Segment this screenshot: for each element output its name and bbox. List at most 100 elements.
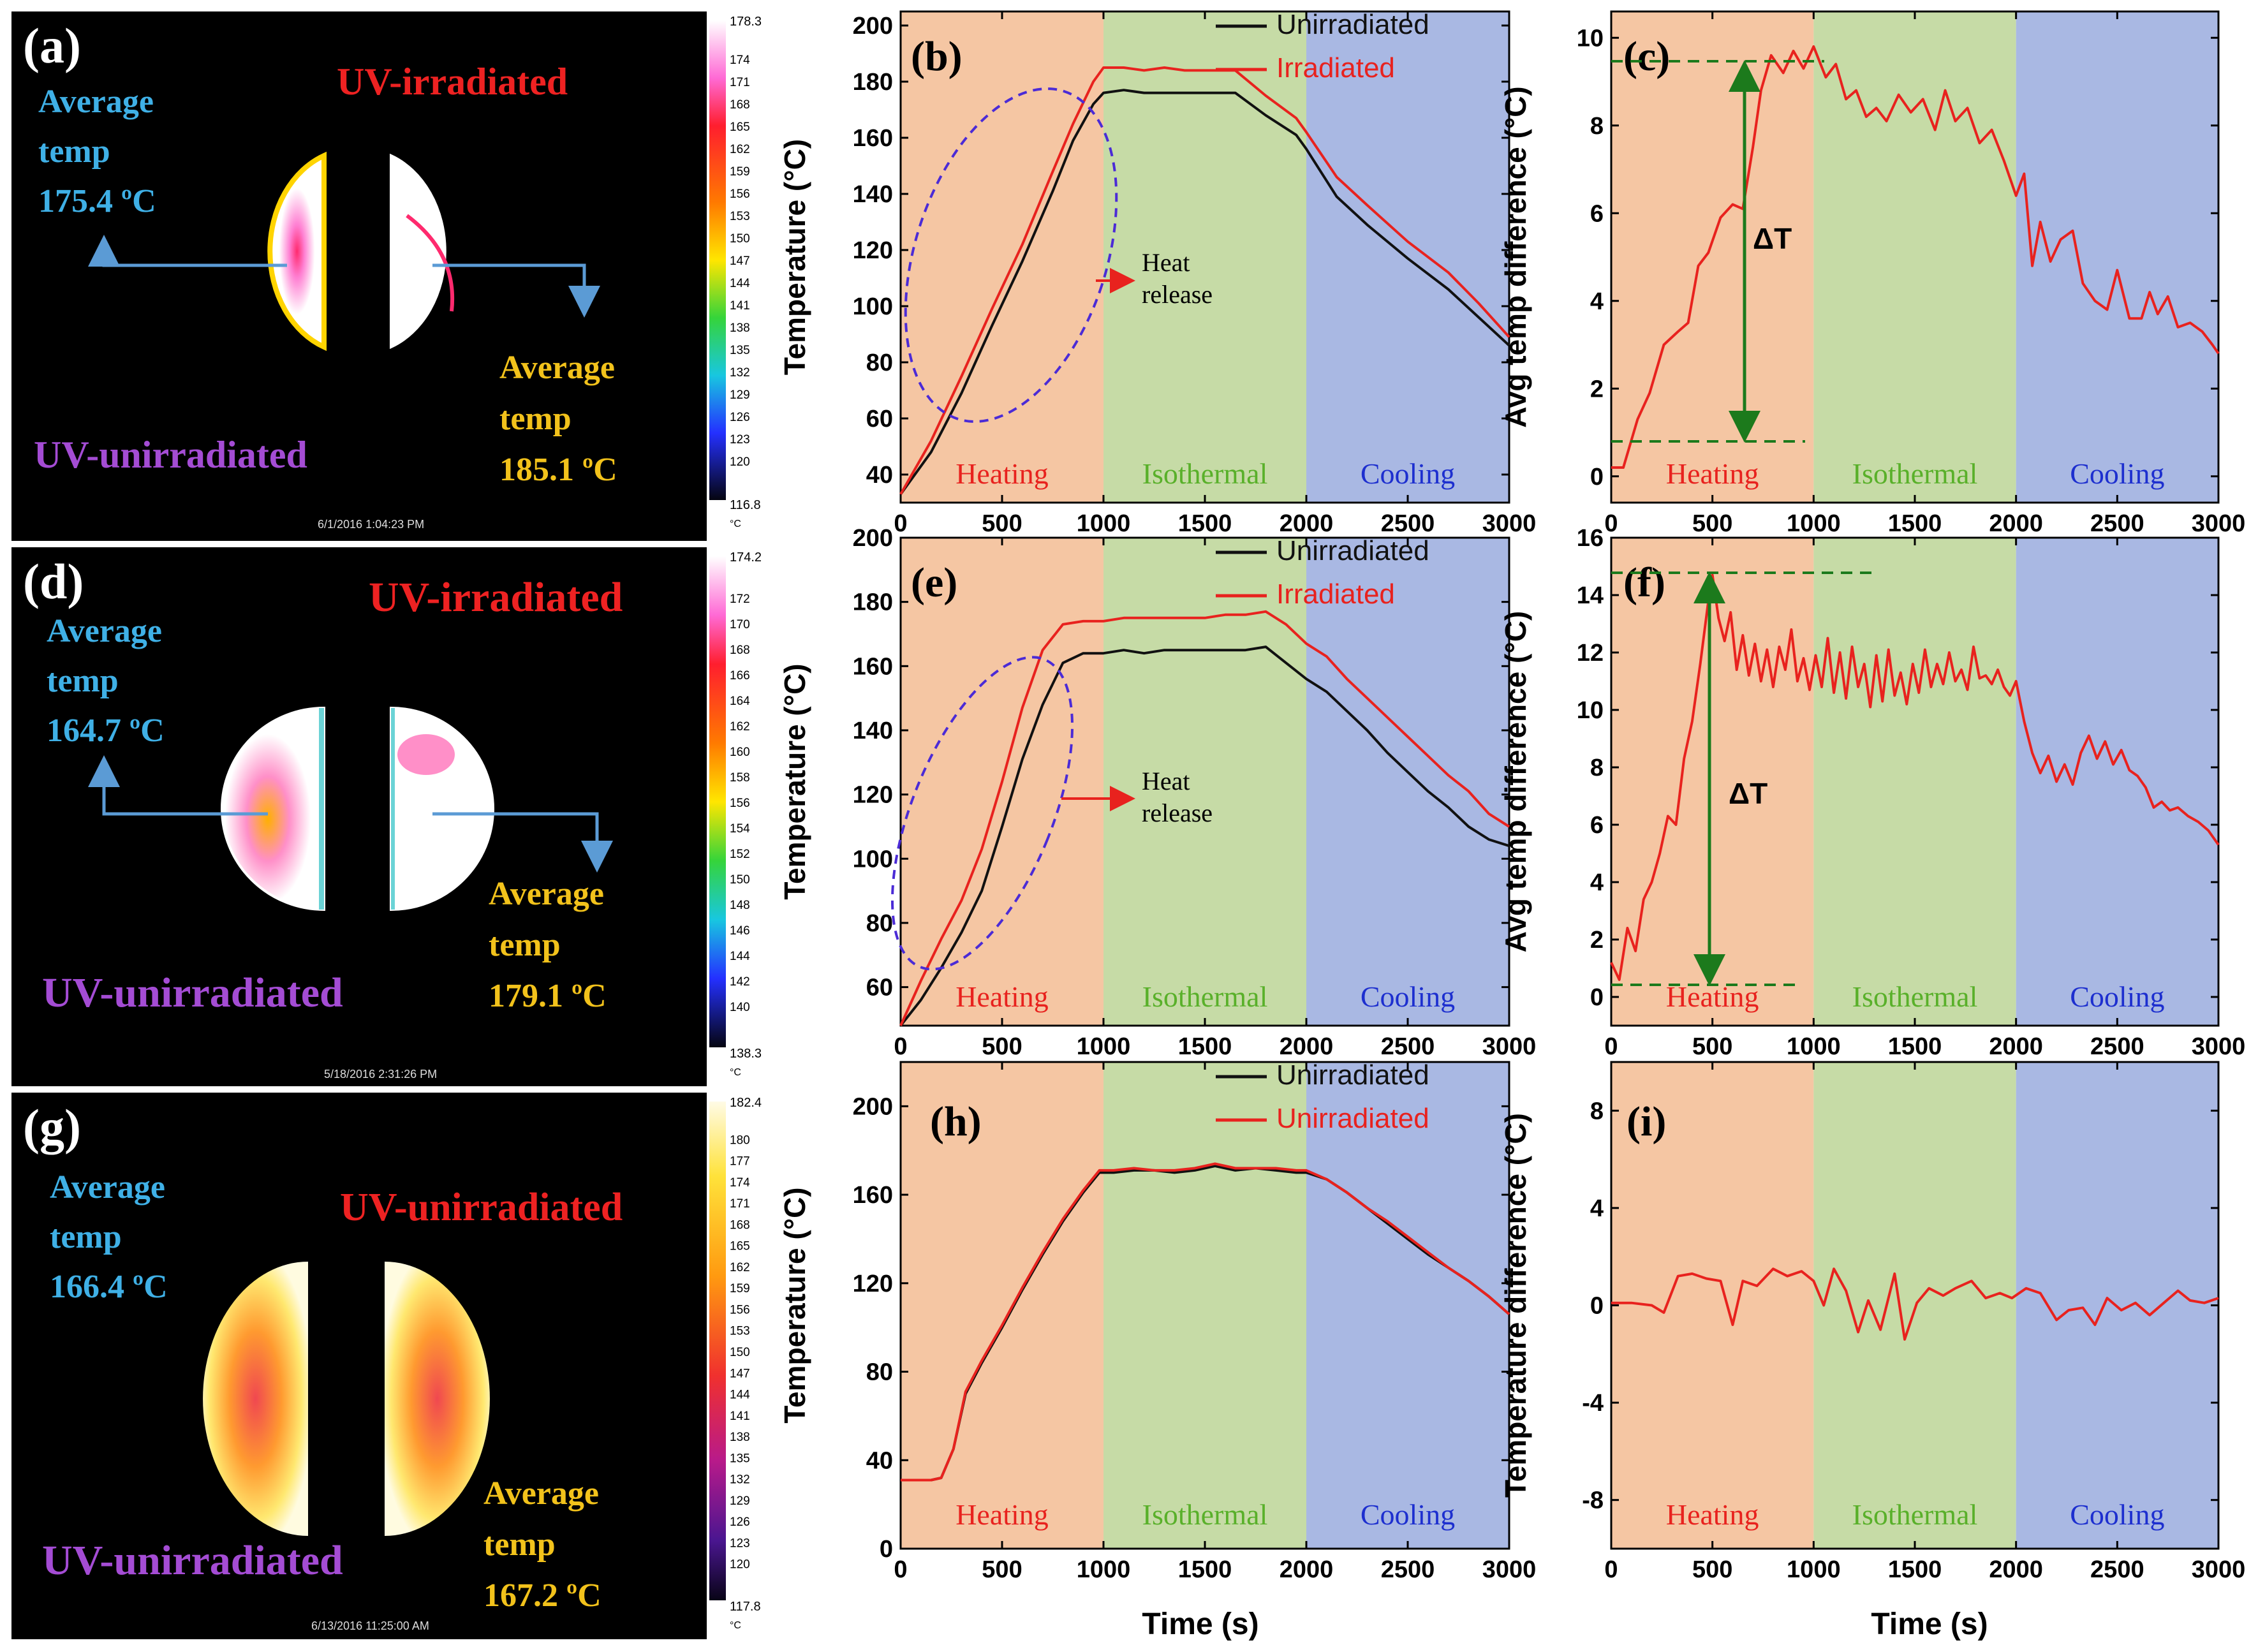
scale-tick-label: 162	[730, 720, 750, 734]
heat-release-label: release	[1142, 280, 1213, 309]
x-tick-label: 2500	[2090, 1033, 2144, 1060]
x-axis-title-right: Time (s)	[1871, 1607, 1988, 1641]
scale-tick-label: 158	[730, 771, 750, 785]
thermal-image-g	[11, 1093, 707, 1639]
scale-tick-label: 147	[730, 1367, 750, 1380]
x-tick-label: 1000	[1077, 1033, 1131, 1060]
y-tick-label: 10	[1577, 25, 1604, 52]
scale-tick-label: 165	[730, 121, 750, 134]
scale-tick-label: 144	[730, 1389, 750, 1402]
chart-panel-b: Heating Isothermal Cooling 0 500 1000 1500 2000…	[778, 9, 1536, 537]
y-tick-label: 160	[853, 653, 893, 680]
phase-label-cooling: Cooling	[1361, 457, 1455, 490]
legend-entry: Irradiated	[1276, 52, 1395, 84]
scale-tick-label: 129	[730, 388, 750, 402]
x-tick-label: 500	[982, 1033, 1022, 1060]
y-tick-label: 120	[853, 782, 893, 809]
y-tick-label: 10	[1577, 697, 1604, 724]
scale-unit: °C	[730, 1620, 741, 1631]
x-tick-label: 3000	[1482, 1556, 1537, 1583]
phase-band-isothermal	[1103, 538, 1306, 1026]
left-caption-value: 166.4 ºC	[50, 1269, 168, 1305]
phase-label-heating: Heating	[1666, 457, 1759, 490]
x-tick-label: 1500	[1888, 1556, 1942, 1583]
legend-entry: Irradiated	[1276, 579, 1395, 610]
x-tick-label: 500	[1692, 510, 1732, 537]
scale-tick-label: 148	[730, 899, 750, 912]
phase-label-isothermal: Isothermal	[1852, 457, 1978, 490]
heat-release-ellipse	[890, 656, 1074, 971]
panel-label: (i)	[1627, 1098, 1666, 1145]
x-tick-label: 0	[894, 1556, 907, 1583]
x-tick-label: 1000	[1077, 510, 1131, 537]
y-axis-title: Temperature (°C)	[778, 663, 811, 899]
phase-label-cooling: Cooling	[2070, 980, 2164, 1013]
x-tick-label: 500	[982, 1556, 1022, 1583]
bottom-title: UV-unirradiated	[34, 434, 307, 476]
x-tick-label: 2000	[1989, 510, 2043, 537]
scale-tick-label: 156	[730, 797, 750, 810]
series-line-0	[1611, 45, 2220, 469]
right-half-disc	[385, 1262, 490, 1536]
scale-tick-label: 123	[730, 433, 750, 446]
right-half-disc	[390, 153, 446, 350]
panel-label: (g)	[23, 1099, 81, 1154]
series-line-0	[899, 89, 1510, 495]
x-tick-label: 2000	[1989, 1033, 2043, 1060]
scale-tick-label: 135	[730, 1452, 750, 1465]
right-caption-line2: temp	[483, 1526, 556, 1563]
x-tick-label: 0	[1604, 1033, 1618, 1060]
y-tick-label: 200	[853, 13, 893, 40]
scale-max-label: 178.3	[730, 15, 762, 29]
y-tick-label: 80	[866, 1359, 893, 1386]
x-tick-label: 500	[1692, 1556, 1732, 1583]
x-tick-label: 500	[1692, 1033, 1732, 1060]
right-caption-line1: Average	[499, 350, 615, 386]
series-line-0	[1611, 1267, 2219, 1341]
y-axis-title: Temperature (°C)	[778, 139, 811, 375]
scale-tick-label: 164	[730, 695, 750, 708]
phase-band-cooling	[2016, 11, 2218, 503]
bottom-title: UV-unirradiated	[42, 1537, 343, 1584]
left-caption-line2: temp	[38, 133, 110, 170]
scale-tick-label: 162	[730, 1261, 750, 1274]
phase-label-cooling: Cooling	[1361, 1498, 1455, 1531]
y-tick-label: 0	[1590, 464, 1604, 490]
scale-tick-label: 170	[730, 618, 750, 631]
scale-tick-label: 120	[730, 1558, 750, 1572]
thermal-panel-d: 174.2 1721701681661641621601581561541521…	[11, 547, 777, 1086]
heat-release-ellipse	[904, 87, 1118, 423]
color-scale-bar	[709, 1102, 726, 1600]
y-tick-label: 140	[853, 181, 893, 208]
scale-tick-label: 144	[730, 277, 750, 290]
phase-band-heating	[1611, 11, 1814, 503]
scale-tick-label: 159	[730, 1282, 750, 1295]
legend-entry: Unirradiated	[1276, 535, 1429, 566]
y-tick-label: 100	[853, 846, 893, 873]
x-tick-label: 2500	[1381, 510, 1435, 537]
x-tick-label: 2500	[1381, 1556, 1435, 1583]
series-line-1	[899, 66, 1510, 495]
scale-tick-label: 123	[730, 1537, 750, 1550]
y-tick-label: 160	[853, 1182, 893, 1209]
phase-band-cooling	[2016, 538, 2218, 1026]
top-title: UV-unirradiated	[340, 1186, 623, 1229]
right-caption-value: 179.1 ºC	[489, 978, 607, 1014]
scale-unit: °C	[730, 519, 741, 529]
y-tick-label: 200	[853, 1093, 893, 1120]
x-tick-label: 500	[982, 510, 1022, 537]
scale-tick-label: 159	[730, 165, 750, 179]
x-tick-label: 1500	[1888, 1033, 1942, 1060]
panel-label: (a)	[23, 18, 81, 73]
scale-tick-label: 138	[730, 1431, 750, 1444]
scale-tick-label: 132	[730, 1473, 750, 1487]
left-caption-line1: Average	[47, 613, 162, 649]
x-tick-label: 2000	[1280, 1556, 1334, 1583]
bottom-title: UV-unirradiated	[42, 970, 343, 1016]
x-tick-label: 1000	[1787, 510, 1841, 537]
y-axis-title: Temperature difference (°C)	[1499, 1113, 1532, 1498]
delta-t-label: ΔT	[1753, 222, 1792, 255]
scale-tick-label: 144	[730, 950, 750, 963]
y-tick-label: 120	[853, 237, 893, 264]
legend-entry: Unirradiated	[1276, 9, 1429, 40]
